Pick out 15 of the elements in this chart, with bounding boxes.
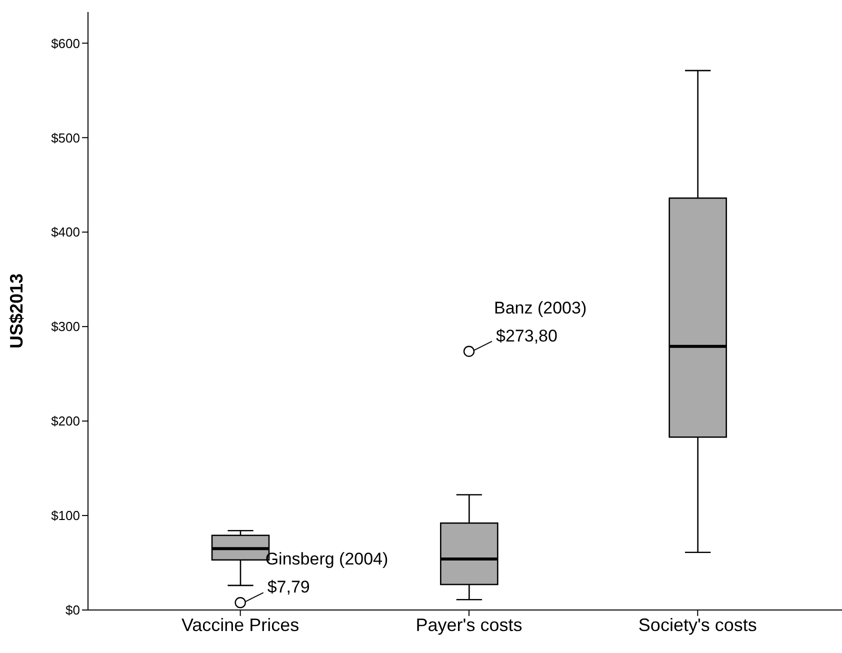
y-axis-title: US$2013 (6, 273, 26, 349)
y-tick-label: $400 (51, 224, 80, 240)
x-tick-label: Payer's costs (416, 614, 522, 635)
annotation: Banz (2003) (494, 298, 587, 318)
y-tick-label: $100 (51, 508, 80, 524)
annotation: $273,80 (496, 326, 558, 346)
y-tick-label: $600 (51, 36, 80, 51)
y-tick-label: $200 (51, 414, 80, 429)
annotation: $7,79 (267, 578, 310, 597)
x-tick-label: Society's costs (638, 614, 757, 635)
y-tick-label: $500 (51, 130, 80, 146)
y-tick-label: $300 (51, 319, 80, 334)
y-tick-label: $0 (66, 602, 80, 618)
annotation: Ginsberg (2004) (265, 550, 388, 569)
x-tick-label: Vaccine Prices (181, 614, 300, 635)
